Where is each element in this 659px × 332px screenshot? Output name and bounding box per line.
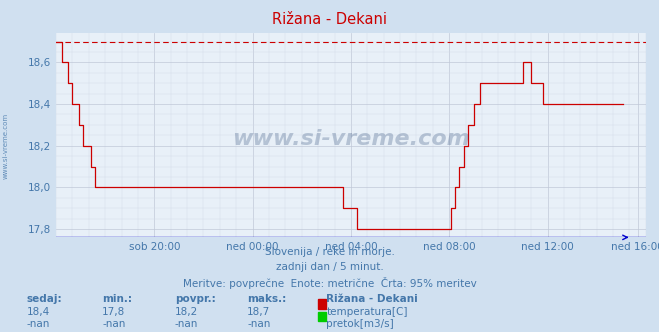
Text: temperatura[C]: temperatura[C] bbox=[326, 307, 408, 317]
Text: zadnji dan / 5 minut.: zadnji dan / 5 minut. bbox=[275, 262, 384, 272]
Text: 18,7: 18,7 bbox=[247, 307, 270, 317]
Text: www.si-vreme.com: www.si-vreme.com bbox=[232, 129, 470, 149]
Text: -nan: -nan bbox=[26, 319, 49, 329]
Text: -nan: -nan bbox=[175, 319, 198, 329]
Text: -nan: -nan bbox=[247, 319, 270, 329]
Text: 18,4: 18,4 bbox=[26, 307, 49, 317]
Text: min.:: min.: bbox=[102, 294, 132, 304]
Text: Rižana - Dekani: Rižana - Dekani bbox=[326, 294, 418, 304]
Text: Rižana - Dekani: Rižana - Dekani bbox=[272, 12, 387, 27]
Text: pretok[m3/s]: pretok[m3/s] bbox=[326, 319, 394, 329]
Text: sedaj:: sedaj: bbox=[26, 294, 62, 304]
Text: Slovenija / reke in morje.: Slovenija / reke in morje. bbox=[264, 247, 395, 257]
Text: Meritve: povprečne  Enote: metrične  Črta: 95% meritev: Meritve: povprečne Enote: metrične Črta:… bbox=[183, 277, 476, 289]
Text: 17,8: 17,8 bbox=[102, 307, 125, 317]
Text: -nan: -nan bbox=[102, 319, 125, 329]
Text: 18,2: 18,2 bbox=[175, 307, 198, 317]
Text: www.si-vreme.com: www.si-vreme.com bbox=[2, 113, 9, 179]
Text: povpr.:: povpr.: bbox=[175, 294, 215, 304]
Text: maks.:: maks.: bbox=[247, 294, 287, 304]
